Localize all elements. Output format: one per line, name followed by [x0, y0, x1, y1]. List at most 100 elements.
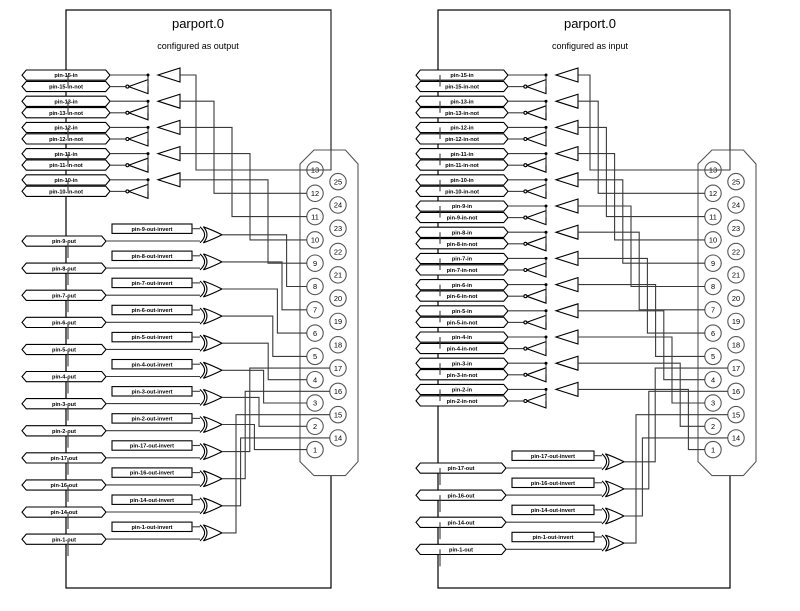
junction-1: [146, 99, 150, 103]
connector-pin-21[interactable]: [329, 266, 347, 284]
connector-pin-label-18: 18: [732, 340, 740, 349]
connector-pin-25[interactable]: [727, 172, 745, 191]
param-pin-1-out-invert-label: pin-1-out-invert: [131, 525, 172, 531]
junction-2: [146, 125, 150, 129]
connector-pin-label-16: 16: [732, 387, 740, 396]
signal-pin-12-in-label: pin-12-in: [450, 126, 474, 132]
connector-pin-25[interactable]: [329, 172, 347, 191]
signal-pin-2-out-shape: [21, 425, 107, 437]
connector-pin-label-18: 18: [334, 340, 342, 349]
xor-pin-6-out-backarc: [199, 307, 206, 325]
param-pin-9-out-invert-label: pin-9-out-invert: [131, 227, 172, 233]
inverter-pin-10-in-bubble: [523, 189, 528, 194]
connector-pin-22[interactable]: [727, 242, 745, 261]
signal-pin-6-out-shape: [21, 316, 107, 329]
inverter-pin-3-in-bubble: [523, 372, 528, 377]
connector-pin-18[interactable]: [329, 335, 347, 354]
xor-pin-4-out-body: [202, 361, 224, 379]
connector-pin-label-15: 15: [732, 410, 740, 419]
xor-pin-16-out-backarc: [601, 480, 608, 498]
xor-pin-14-out-backarc: [601, 507, 608, 525]
signal-pin-9-in-not-label: pin-9-in-not: [447, 216, 478, 222]
connector-pin-19[interactable]: [329, 312, 347, 331]
connector-pin-21[interactable]: [727, 266, 745, 284]
param-pin-16-out-invert-label: pin-16-out-invert: [130, 471, 174, 477]
signal-pin-17-out-label: pin-17-out: [447, 466, 474, 472]
signal-pin-13-in-label: pin-13-in: [450, 99, 474, 105]
xor-pin-9-out-backarc: [199, 226, 206, 244]
xor-pin-5-out-backarc: [199, 334, 206, 352]
inverter-pin-6-in: [524, 288, 547, 304]
inverter-pin-13-in-bubble: [125, 110, 130, 115]
connector-pin-label-15: 15: [334, 410, 342, 419]
connector-pin-23[interactable]: [727, 219, 745, 238]
xor-pin-5-out-body: [202, 334, 224, 352]
connector-pin-label-23: 23: [334, 224, 342, 233]
buffer-pin-3-in: [554, 355, 579, 371]
net-pin-15-in: [180, 74, 307, 171]
signal-pin-3-in-shape: [415, 357, 509, 369]
connector-pin-label-7: 7: [313, 306, 317, 315]
signal-pin-6-in-shape: [415, 279, 509, 291]
signal-pin-12-in-not-label: pin-12-in-not: [49, 137, 83, 143]
signal-pin-8-in-not-shape: [415, 238, 509, 250]
inverter-pin-13-in: [126, 105, 149, 121]
signal-pin-7-in-shape: [415, 252, 509, 265]
connector-pin-label-6: 6: [711, 329, 715, 338]
connector-pin-20[interactable]: [727, 289, 745, 307]
connector-pin-24[interactable]: [727, 196, 745, 214]
inverter-pin-5-in-bubble: [523, 320, 528, 325]
connector-pin-label-2: 2: [313, 422, 317, 431]
inverter-pin-9-in-bubble: [523, 215, 528, 220]
signal-pin-7-in-not-shape: [415, 264, 509, 276]
buffer-pin-13-in: [554, 93, 579, 109]
connector-pin-18[interactable]: [727, 335, 745, 354]
signal-pin-9-in-not-shape: [415, 211, 509, 224]
buffer-pin-12-in: [156, 119, 181, 136]
buffer-pin-4-in: [554, 329, 579, 345]
signal-pin-3-in-label: pin-3-in: [452, 361, 473, 367]
signal-pin-8-in-shape: [415, 226, 509, 238]
net-pin-4-out: [222, 369, 307, 404]
xor-pin-2-out-backarc: [199, 416, 206, 433]
junction-10: [544, 335, 548, 339]
connector-pin-23[interactable]: [329, 219, 347, 238]
signal-pin-16-out-shape: [415, 489, 507, 501]
signal-pin-2-in-not-label: pin-2-in-not: [447, 399, 478, 405]
buffer-pin-8-in: [554, 224, 579, 240]
connector-pin-20[interactable]: [329, 289, 347, 307]
inverter-pin-8-in: [524, 236, 547, 252]
connector-pin-22[interactable]: [329, 242, 347, 261]
inverter-pin-8-in-bubble: [523, 241, 528, 246]
signal-pin-10-in-not-shape: [21, 185, 111, 197]
signal-pin-9-in-label: pin-9-in: [452, 204, 473, 210]
signal-pin-13-in-not-label: pin-13-in-not: [445, 111, 479, 117]
signal-pin-4-in-not-shape: [415, 342, 509, 355]
xor-pin-3-out-body: [202, 388, 224, 406]
net-pin-3-in: [578, 362, 705, 427]
signal-pin-4-in-label: pin-4-in: [452, 335, 473, 341]
net-pin-8-in: [578, 231, 705, 311]
connector-pin-label-19: 19: [732, 317, 740, 326]
connector-pin-label-9: 9: [313, 259, 317, 268]
connector-pin-19[interactable]: [727, 312, 745, 331]
net-pin-5-out: [222, 342, 307, 381]
signal-pin-8-in-label: pin-8-in: [452, 230, 473, 236]
param-pin-1-out-invert-label: pin-1-out-invert: [532, 535, 573, 541]
signal-pin-9-out-shape: [21, 235, 107, 247]
signal-pin-15-in-not-label: pin-15-in-not: [49, 85, 83, 91]
signal-pin-13-in-not-shape: [415, 107, 509, 119]
signal-pin-2-in-not-shape: [415, 395, 509, 407]
inverter-pin-6-in-bubble: [523, 294, 528, 299]
signal-pin-5-out-label: pin-5-out: [52, 348, 76, 354]
signal-pin-15-in-not-label: pin-15-in-not: [445, 85, 479, 91]
xor-pin-8-out-body: [202, 253, 224, 271]
junction-4: [146, 178, 150, 182]
signal-pin-12-in-label: pin-12-in: [54, 126, 78, 132]
inverter-pin-10-in: [524, 183, 547, 200]
connector-pin-24[interactable]: [329, 196, 347, 214]
signal-pin-11-in-label: pin-11-in: [451, 152, 475, 158]
connector-pin-label-8: 8: [313, 282, 317, 291]
signal-pin-10-in-shape: [21, 174, 111, 186]
buffer-pin-5-in: [554, 303, 579, 319]
